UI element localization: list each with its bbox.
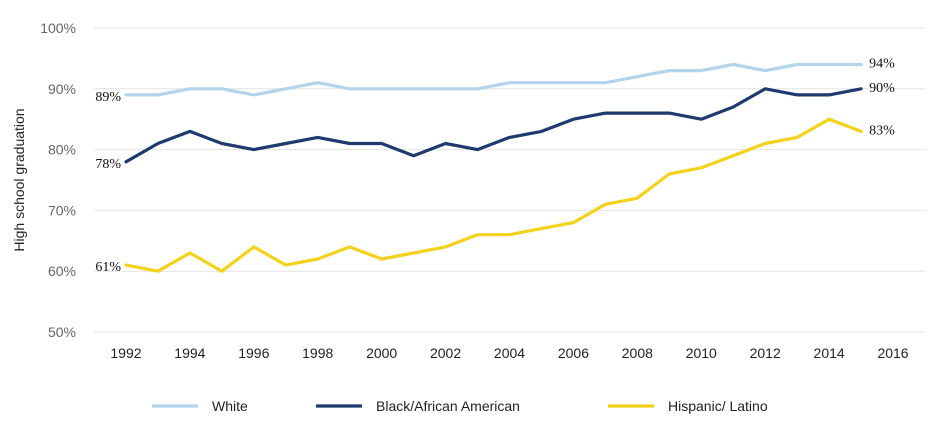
- start-value-label: 61%: [95, 260, 121, 275]
- y-tick-label: 50%: [48, 324, 76, 340]
- y-axis-tick-labels: 50% 60% 70% 80% 90% 100%: [40, 20, 76, 340]
- x-tick-label: 1996: [238, 345, 269, 361]
- grid-lines: [94, 27, 925, 333]
- y-tick-label: 100%: [40, 20, 76, 36]
- x-tick-label: 2016: [877, 345, 908, 361]
- series-lines: [124, 62, 863, 273]
- legend-label: White: [212, 398, 248, 414]
- legend-label: Black/African American: [376, 398, 520, 414]
- x-tick-label: 1998: [302, 345, 333, 361]
- series-line-0: [124, 62, 863, 97]
- x-tick-label: 2002: [430, 345, 461, 361]
- legend-label: Hispanic/ Latino: [668, 398, 768, 414]
- start-value-label: 78%: [95, 157, 121, 172]
- x-tick-label: 2004: [494, 345, 525, 361]
- x-tick-label: 2000: [366, 345, 397, 361]
- x-tick-label: 1992: [110, 345, 141, 361]
- x-tick-label: 2010: [686, 345, 717, 361]
- y-tick-label: 90%: [48, 81, 76, 97]
- x-axis-tick-labels: 1992 1994 1996 1998 2000 2002 2004 2006 2008 2010…: [110, 345, 908, 361]
- data-labels: 89% 94% 78% 90% 61% 83%: [95, 56, 895, 275]
- start-value-label: 89%: [95, 90, 121, 105]
- legend: White Black/African American Hispanic/ Lat…: [152, 398, 768, 414]
- y-tick-label: 80%: [48, 142, 76, 158]
- series-line-1: [124, 87, 863, 164]
- end-value-label: 94%: [869, 56, 895, 71]
- series-line-2: [124, 117, 863, 273]
- y-tick-label: 70%: [48, 202, 76, 218]
- x-tick-label: 1994: [174, 345, 205, 361]
- x-tick-label: 2014: [814, 345, 845, 361]
- x-tick-label: 2006: [558, 345, 589, 361]
- x-tick-label: 2008: [622, 345, 653, 361]
- y-tick-label: 60%: [48, 263, 76, 279]
- end-value-label: 90%: [869, 81, 895, 96]
- x-tick-label: 2012: [750, 345, 781, 361]
- y-axis-title: High school graduation: [11, 108, 27, 251]
- end-value-label: 83%: [869, 123, 895, 138]
